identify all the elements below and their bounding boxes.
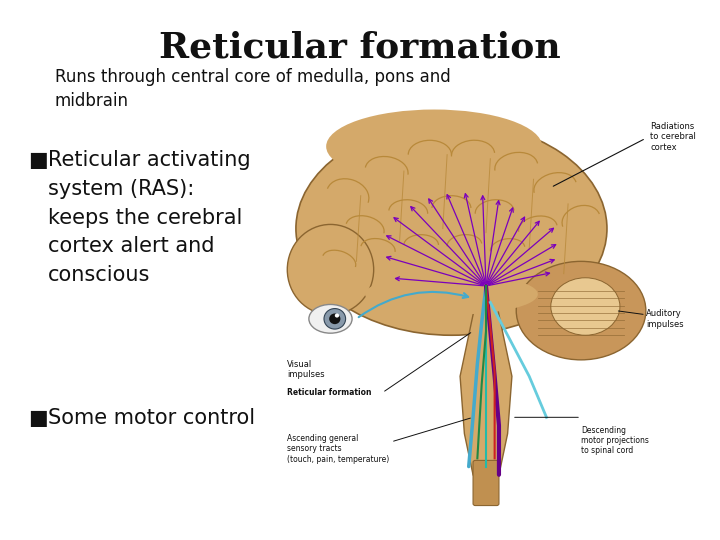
Circle shape bbox=[329, 314, 341, 324]
Circle shape bbox=[335, 314, 339, 318]
Ellipse shape bbox=[309, 305, 352, 333]
Ellipse shape bbox=[287, 225, 374, 315]
Text: Auditory
impulses: Auditory impulses bbox=[646, 309, 683, 328]
Text: Reticular formation: Reticular formation bbox=[287, 388, 372, 397]
Text: Reticular formation: Reticular formation bbox=[159, 30, 561, 64]
Ellipse shape bbox=[365, 274, 538, 315]
FancyBboxPatch shape bbox=[473, 461, 499, 505]
Circle shape bbox=[324, 308, 346, 329]
Ellipse shape bbox=[326, 110, 542, 184]
Text: Runs through central core of medulla, pons and
midbrain: Runs through central core of medulla, po… bbox=[55, 68, 451, 110]
Text: Some motor control: Some motor control bbox=[48, 408, 255, 428]
Ellipse shape bbox=[551, 278, 620, 335]
Text: ■: ■ bbox=[28, 408, 48, 428]
Text: Radiations
to cerebral
cortex: Radiations to cerebral cortex bbox=[650, 122, 696, 152]
Ellipse shape bbox=[296, 122, 607, 335]
Text: ■: ■ bbox=[28, 150, 48, 170]
Ellipse shape bbox=[516, 261, 646, 360]
PathPatch shape bbox=[460, 294, 512, 491]
Text: Reticular activating
system (RAS):
keeps the cerebral
cortex alert and
conscious: Reticular activating system (RAS): keeps… bbox=[48, 150, 251, 285]
Text: Visual
impulses: Visual impulses bbox=[287, 360, 325, 379]
Text: Ascending general
sensory tracts
(touch, pain, temperature): Ascending general sensory tracts (touch,… bbox=[287, 434, 390, 463]
Text: Descending
motor projections
to spinal cord: Descending motor projections to spinal c… bbox=[581, 426, 649, 455]
